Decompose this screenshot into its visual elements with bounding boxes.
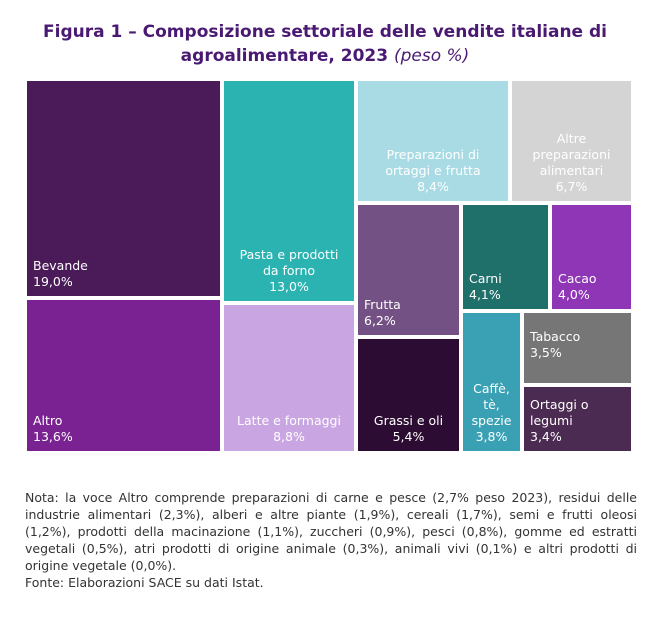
tile-label-carni: Carni [469,271,502,286]
tile-value-frutta: 6,2% [364,313,396,328]
treemap-tile-caffe-te-spezie: Caffè, tè, spezie 3,8% [461,311,522,453]
treemap-tile-frutta: Frutta 6,2% [356,203,461,337]
tile-label-caffe-te-spezie: Caffè, tè, spezie [471,381,512,428]
tile-label-bevande: Bevande [33,258,88,273]
treemap-tile-preparazioni-di-ortaggi-e-frutta: Preparazioni di ortaggi e frutta 8,4% [356,79,510,203]
tile-value-carni: 4,1% [469,287,501,302]
treemap-tile-grassi-e-oli: Grassi e oli 5,4% [356,337,461,453]
treemap-tile-bevande: Bevande 19,0% [25,79,222,298]
tile-value-bevande: 19,0% [33,274,73,289]
chart-title: Figura 1 – Composizione settoriale delle… [20,20,630,68]
treemap-tile-tabacco: Tabacco 3,5% [522,311,633,385]
treemap-chart: Bevande 19,0% Altro 13,6% Pasta e prodotti d… [25,79,633,453]
treemap-tile-altro: Altro 13,6% [25,298,222,453]
treemap-tile-altre-preparazioni-alimentari: Altre preparazioni alimentari 6,7% [510,79,633,203]
chart-note: Nota: la voce Altro comprende preparazio… [25,489,637,591]
treemap-tile-pasta-e-prodotti-da-forno: Pasta e prodotti da forno 13,0% [222,79,356,303]
tile-value-pasta-e-prodotti-da-forno: 13,0% [269,279,309,294]
tile-value-cacao: 4,0% [558,287,590,302]
tile-label-ortaggi-o-legumi: Ortaggi o legumi [530,397,589,428]
tile-label-altre-preparazioni-alimentari: Altre preparazioni alimentari [532,131,611,178]
tile-value-altro: 13,6% [33,429,73,444]
tile-value-preparazioni-di-ortaggi-e-frutta: 8,4% [417,179,449,194]
treemap-tile-ortaggi-o-legumi: Ortaggi o legumi 3,4% [522,385,633,453]
tile-value-grassi-e-oli: 5,4% [392,429,425,444]
note-text: Nota: la voce Altro comprende preparazio… [25,490,637,573]
tile-label-grassi-e-oli: Grassi e oli [373,413,444,428]
tile-label-latte-e-formaggi: Latte e formaggi [237,413,341,428]
tile-label-cacao: Cacao [558,271,597,286]
tile-label-preparazioni-di-ortaggi-e-frutta: Preparazioni di ortaggi e frutta [385,147,481,178]
source-text: Fonte: Elaborazioni SACE su dati Istat. [25,575,264,590]
tile-label-tabacco: Tabacco [530,329,581,344]
treemap-tile-latte-e-formaggi: Latte e formaggi 8,8% [222,303,356,453]
treemap-tile-carni: Carni 4,1% [461,203,550,311]
treemap-tile-cacao: Cacao 4,0% [550,203,633,311]
chart-title-main: Figura 1 – Composizione settoriale delle… [43,22,607,66]
tile-value-caffe-te-spezie: 3,8% [475,429,508,444]
tile-label-frutta: Frutta [364,297,401,312]
tile-value-tabacco: 3,5% [530,345,562,360]
tile-label-pasta-e-prodotti-da-forno: Pasta e prodotti da forno [239,247,339,278]
tile-value-latte-e-formaggi: 8,8% [273,429,305,444]
tile-value-ortaggi-o-legumi: 3,4% [530,429,562,444]
tile-value-altre-preparazioni-alimentari: 6,7% [555,179,588,194]
chart-title-unit: (peso %) [393,46,470,66]
tile-label-altro: Altro [33,413,63,428]
